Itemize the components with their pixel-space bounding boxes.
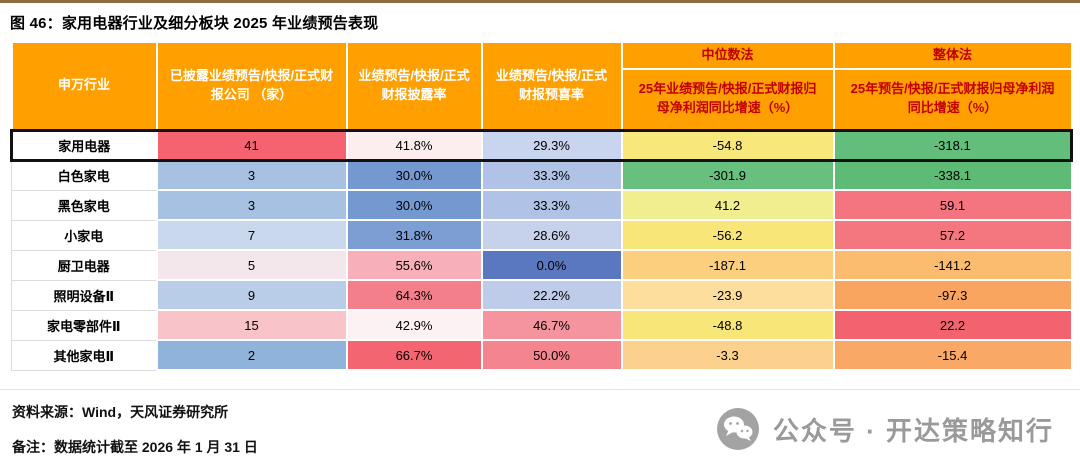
cell-overall: -141.2: [832, 249, 1073, 281]
row-label: 家用电器: [10, 128, 157, 162]
col-subheader-overall-growth: 25年预告/快报/正式财报归母净利润同比增速（%）: [832, 68, 1073, 131]
cell-disclosure: 42.9%: [345, 309, 483, 341]
table-body: 家用电器 41 41.8% 29.3% -54.8 -318.1 白色家电 3 30.0% 33.…: [10, 128, 1073, 371]
cell-positive: 50.0%: [480, 339, 623, 371]
cell-count: 15: [155, 309, 348, 341]
cell-disclosure: 31.8%: [345, 219, 483, 251]
cell-count: 3: [155, 159, 348, 191]
cell-count: 3: [155, 189, 348, 221]
cell-positive: 46.7%: [480, 309, 623, 341]
cell-positive: 0.0%: [480, 249, 623, 281]
footer-divider: [0, 389, 1080, 390]
cell-count: 5: [155, 249, 348, 281]
table-row: 厨卫电器 5 55.6% 0.0% -187.1 -141.2: [11, 249, 1073, 281]
table-header: 申万行业 已披露业绩预告/快报/正式财报公司 （家） 业绩预告/快报/正式财报披…: [10, 41, 1073, 131]
cell-median: -56.2: [620, 219, 835, 251]
table-row: 白色家电 3 30.0% 33.3% -301.9 -338.1: [11, 159, 1073, 191]
table-row: 小家电 7 31.8% 28.6% -56.2 57.2: [11, 219, 1073, 251]
cell-median: -23.9: [620, 279, 835, 311]
cell-overall: -15.4: [832, 339, 1073, 371]
col-header-disclosure-rate: 业绩预告/快报/正式财报披露率: [345, 41, 483, 131]
cell-median: -301.9: [620, 159, 835, 191]
cell-disclosure: 64.3%: [345, 279, 483, 311]
cell-median: -187.1: [620, 249, 835, 281]
col-header-positive-rate: 业绩预告/快报/正式财报预喜率: [480, 41, 623, 131]
data-cutoff-note: 备注：数据统计截至 2026 年 1 月 31 日: [12, 438, 258, 455]
cell-disclosure: 66.7%: [345, 339, 483, 371]
cell-disclosure: 30.0%: [345, 189, 483, 221]
col-subheader-median-growth: 25年业绩预告/快报/正式财报归母净利润同比增速（%）: [620, 68, 835, 131]
figure-footer: 资料来源：Wind，天风证券研究所 备注：数据统计截至 2026 年 1 月 3…: [12, 392, 1054, 466]
cell-median: 41.2: [620, 189, 835, 221]
cell-overall: 57.2: [832, 219, 1073, 251]
row-label: 其他家电Ⅱ: [11, 339, 157, 371]
col-group-median-method: 中位数法: [620, 41, 835, 70]
cell-median: -3.3: [620, 339, 835, 371]
cell-median: -48.8: [620, 309, 835, 341]
row-label: 照明设备Ⅱ: [11, 279, 157, 311]
cell-overall: -338.1: [832, 159, 1073, 191]
cell-positive: 33.3%: [480, 159, 623, 191]
cell-overall: -97.3: [832, 279, 1073, 311]
cell-positive: 33.3%: [480, 189, 623, 221]
table-row: 黑色家电 3 30.0% 33.3% 41.2 59.1: [11, 189, 1073, 221]
cell-overall: 59.1: [832, 189, 1073, 221]
col-header-industry: 申万行业: [10, 41, 158, 131]
row-label: 家电零部件Ⅱ: [11, 309, 157, 341]
cell-disclosure: 55.6%: [345, 249, 483, 281]
page-top-rule: [0, 0, 1080, 3]
cell-overall: -318.1: [832, 128, 1073, 162]
cell-overall: 22.2: [832, 309, 1073, 341]
earnings-forecast-table: 申万行业 已披露业绩预告/快报/正式财报公司 （家） 业绩预告/快报/正式财报披…: [10, 41, 1073, 371]
row-label: 黑色家电: [11, 189, 157, 221]
row-label: 厨卫电器: [11, 249, 157, 281]
col-header-disclosed-count: 已披露业绩预告/快报/正式财报公司 （家）: [155, 41, 348, 131]
figure-title: 图 46：家用电器行业及细分板块 2025 年业绩预告表现: [10, 15, 379, 32]
table-row: 家用电器 41 41.8% 29.3% -54.8 -318.1: [10, 128, 1073, 162]
col-group-overall-method: 整体法: [832, 41, 1073, 70]
row-label: 小家电: [11, 219, 157, 251]
table-row: 照明设备Ⅱ 9 64.3% 22.2% -23.9 -97.3: [11, 279, 1073, 311]
cell-median: -54.8: [620, 128, 835, 162]
wechat-icon: [716, 407, 760, 451]
cell-disclosure: 30.0%: [345, 159, 483, 191]
cell-count: 2: [155, 339, 348, 371]
cell-disclosure: 41.8%: [345, 128, 483, 162]
table-row: 其他家电Ⅱ 2 66.7% 50.0% -3.3 -15.4: [11, 339, 1073, 371]
source-note: 资料来源：Wind，天风证券研究所: [12, 403, 229, 420]
table-row: 家电零部件Ⅱ 15 42.9% 46.7% -48.8 22.2: [11, 309, 1073, 341]
cell-positive: 29.3%: [480, 128, 623, 162]
cell-count: 41: [155, 128, 348, 162]
cell-positive: 28.6%: [480, 219, 623, 251]
cell-count: 7: [155, 219, 348, 251]
wechat-branding: 公众号 · 开达策略知行: [716, 407, 1054, 451]
wechat-account-name: 公众号 · 开达策略知行: [772, 415, 1054, 446]
cell-positive: 22.2%: [480, 279, 623, 311]
cell-count: 9: [155, 279, 348, 311]
row-label: 白色家电: [11, 159, 157, 191]
